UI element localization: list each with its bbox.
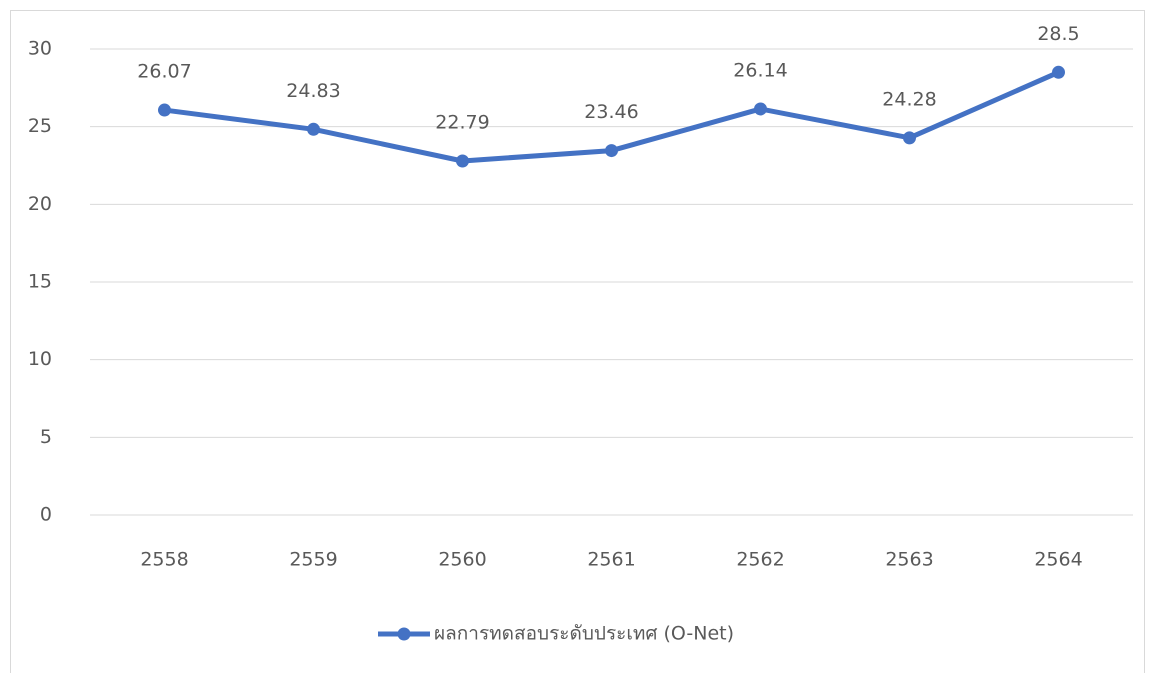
y-tick-label: 30 <box>28 38 52 60</box>
y-tick-label: 0 <box>40 504 52 526</box>
legend-marker <box>397 627 411 641</box>
y-tick-label: 5 <box>40 426 52 448</box>
x-tick-label: 2560 <box>438 549 486 571</box>
point <box>903 131 916 145</box>
data-label: 28.5 <box>1037 23 1079 45</box>
data-label: 26.07 <box>137 61 191 83</box>
x-tick-label: 2559 <box>289 549 337 571</box>
x-tick-label: 2558 <box>140 549 188 571</box>
point <box>307 122 320 136</box>
data-label: 24.28 <box>882 88 936 110</box>
chart-frame <box>10 10 1145 673</box>
x-tick-label: 2563 <box>885 549 933 571</box>
y-tick-label: 15 <box>28 271 52 293</box>
point <box>456 154 469 168</box>
data-label: 23.46 <box>584 101 638 123</box>
data-label: 24.83 <box>286 80 340 102</box>
data-label: 26.14 <box>733 59 787 81</box>
y-tick-label: 10 <box>28 348 52 370</box>
y-tick-label: 20 <box>28 193 52 215</box>
x-tick-label: 2561 <box>587 549 635 571</box>
point <box>605 144 618 158</box>
point <box>754 102 767 116</box>
legend-label: ผลการทดสอบระดับประเทศ (O-Net) <box>434 623 734 645</box>
data-label: 22.79 <box>435 111 489 133</box>
x-tick-label: 2562 <box>736 549 784 571</box>
point <box>158 103 171 117</box>
point <box>1052 65 1065 79</box>
x-tick-label: 2564 <box>1034 549 1082 571</box>
y-tick-label: 25 <box>28 115 52 137</box>
